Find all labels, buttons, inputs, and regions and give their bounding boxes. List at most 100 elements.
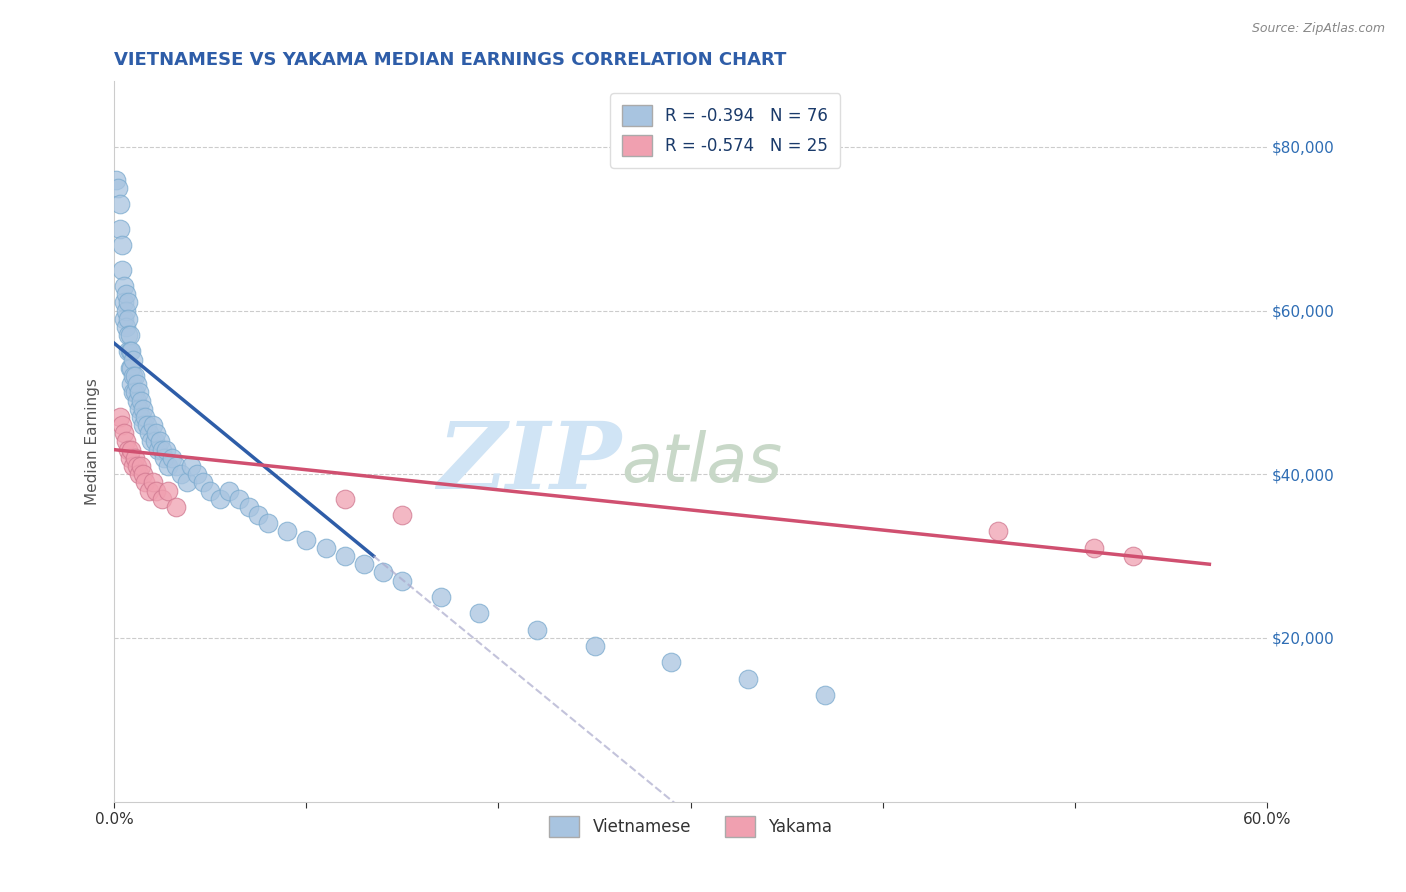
Point bbox=[170, 467, 193, 482]
Point bbox=[333, 549, 356, 563]
Point bbox=[135, 418, 157, 433]
Text: Source: ZipAtlas.com: Source: ZipAtlas.com bbox=[1251, 22, 1385, 36]
Point bbox=[114, 287, 136, 301]
Point bbox=[138, 426, 160, 441]
Point bbox=[145, 483, 167, 498]
Point bbox=[156, 458, 179, 473]
Point bbox=[108, 221, 131, 235]
Text: atlas: atlas bbox=[621, 430, 783, 496]
Point bbox=[145, 426, 167, 441]
Point bbox=[128, 385, 150, 400]
Point bbox=[391, 508, 413, 522]
Point bbox=[155, 442, 177, 457]
Point bbox=[132, 467, 155, 482]
Point bbox=[661, 656, 683, 670]
Point bbox=[112, 279, 135, 293]
Point bbox=[122, 458, 145, 473]
Point bbox=[117, 442, 139, 457]
Point bbox=[353, 558, 375, 572]
Point bbox=[138, 483, 160, 498]
Point bbox=[526, 623, 548, 637]
Point bbox=[128, 401, 150, 416]
Point bbox=[333, 491, 356, 506]
Point bbox=[153, 450, 176, 465]
Point bbox=[114, 434, 136, 449]
Point bbox=[468, 607, 491, 621]
Point bbox=[118, 450, 141, 465]
Point bbox=[276, 524, 298, 539]
Point bbox=[114, 319, 136, 334]
Point bbox=[160, 450, 183, 465]
Point bbox=[156, 483, 179, 498]
Point bbox=[111, 238, 134, 252]
Point bbox=[150, 442, 173, 457]
Point bbox=[118, 360, 141, 375]
Point bbox=[107, 180, 129, 194]
Point bbox=[127, 377, 149, 392]
Point bbox=[186, 467, 208, 482]
Point bbox=[112, 311, 135, 326]
Point bbox=[121, 344, 143, 359]
Point bbox=[315, 541, 337, 555]
Point bbox=[124, 450, 146, 465]
Point bbox=[117, 344, 139, 359]
Point bbox=[132, 401, 155, 416]
Point bbox=[117, 311, 139, 326]
Point bbox=[165, 458, 187, 473]
Point bbox=[218, 483, 240, 498]
Point bbox=[128, 467, 150, 482]
Point bbox=[1121, 549, 1143, 563]
Point bbox=[118, 344, 141, 359]
Point bbox=[108, 409, 131, 424]
Point bbox=[114, 303, 136, 318]
Point bbox=[111, 262, 134, 277]
Point bbox=[134, 409, 156, 424]
Point bbox=[117, 328, 139, 343]
Legend: Vietnamese, Yakama: Vietnamese, Yakama bbox=[543, 809, 838, 844]
Point bbox=[105, 172, 128, 186]
Point bbox=[124, 369, 146, 384]
Point bbox=[228, 491, 250, 506]
Point bbox=[208, 491, 231, 506]
Point bbox=[814, 688, 837, 702]
Point bbox=[134, 475, 156, 490]
Point bbox=[583, 639, 606, 653]
Point bbox=[127, 393, 149, 408]
Point bbox=[111, 418, 134, 433]
Point bbox=[295, 533, 318, 547]
Point bbox=[149, 434, 172, 449]
Point bbox=[200, 483, 222, 498]
Point bbox=[257, 516, 280, 531]
Point bbox=[129, 458, 152, 473]
Text: VIETNAMESE VS YAKAMA MEDIAN EARNINGS CORRELATION CHART: VIETNAMESE VS YAKAMA MEDIAN EARNINGS COR… bbox=[114, 51, 786, 69]
Point bbox=[122, 369, 145, 384]
Text: ZIP: ZIP bbox=[437, 418, 621, 508]
Point bbox=[139, 434, 162, 449]
Point bbox=[373, 566, 395, 580]
Point bbox=[142, 418, 165, 433]
Point bbox=[124, 385, 146, 400]
Point bbox=[142, 475, 165, 490]
Point bbox=[122, 352, 145, 367]
Point bbox=[1083, 541, 1105, 555]
Point bbox=[180, 458, 202, 473]
Point bbox=[129, 393, 152, 408]
Point bbox=[121, 360, 143, 375]
Point bbox=[112, 295, 135, 310]
Point bbox=[148, 442, 170, 457]
Point bbox=[430, 590, 453, 604]
Point bbox=[112, 426, 135, 441]
Point bbox=[238, 500, 260, 514]
Point bbox=[165, 500, 187, 514]
Point bbox=[121, 377, 143, 392]
Point bbox=[127, 458, 149, 473]
Point bbox=[129, 409, 152, 424]
Point bbox=[150, 491, 173, 506]
Point bbox=[122, 385, 145, 400]
Point bbox=[132, 418, 155, 433]
Point bbox=[143, 434, 166, 449]
Point bbox=[176, 475, 198, 490]
Point bbox=[247, 508, 270, 522]
Point bbox=[737, 672, 759, 686]
Point bbox=[987, 524, 1010, 539]
